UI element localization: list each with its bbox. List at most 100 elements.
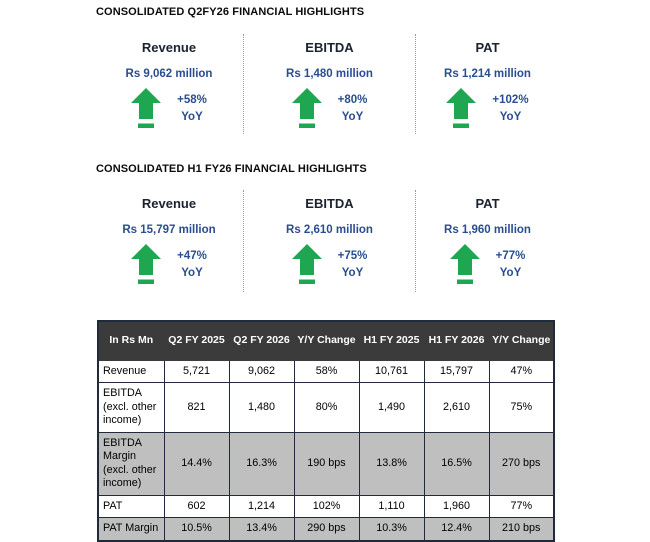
cell-value: 13.4% bbox=[228, 517, 295, 542]
up-arrow-icon bbox=[131, 244, 162, 284]
cell-value: 602 bbox=[163, 494, 230, 519]
cell-value: 16.5% bbox=[423, 431, 490, 496]
cell-value: 1,110 bbox=[358, 494, 425, 519]
cell-value: 75% bbox=[488, 382, 555, 433]
cell-value: 58% bbox=[293, 359, 360, 384]
metric-change: +58% YoY bbox=[177, 92, 207, 125]
metric-value: Rs 1,480 million bbox=[286, 68, 373, 80]
metric-card-q2-ebitda: EBITDA Rs 1,480 million +80% YoY bbox=[243, 34, 415, 134]
col-header-h1fy2025: H1 FY 2025 bbox=[358, 320, 425, 361]
table-row-pat: PAT 602 1,214 102% 1,110 1,960 77% bbox=[97, 494, 555, 519]
table-row-pat-margin: PAT Margin 10.5% 13.4% 290 bps 10.3% 12.… bbox=[97, 517, 555, 542]
cell-value: 5,721 bbox=[163, 359, 230, 384]
change-percent: +58% bbox=[177, 93, 207, 106]
metric-label: Revenue bbox=[141, 196, 197, 211]
row-label: EBITDA Margin (excl. other income) bbox=[97, 431, 165, 496]
metric-label: PAT bbox=[475, 40, 500, 55]
cell-value: 47% bbox=[488, 359, 555, 384]
cell-value: 1,490 bbox=[358, 382, 425, 433]
up-arrow-icon bbox=[446, 88, 477, 128]
table-row-ebitda-margin: EBITDA Margin (excl. other income) 14.4%… bbox=[97, 431, 555, 496]
row-label: PAT bbox=[97, 494, 165, 519]
change-percent: +77% bbox=[495, 249, 526, 262]
up-arrow-icon bbox=[131, 88, 162, 128]
metric-change-row: +75% YoY bbox=[244, 244, 415, 285]
financials-table: In Rs Mn Q2 FY 2025 Q2 FY 2026 Y/Y Chang… bbox=[97, 320, 555, 542]
metric-change: +77% YoY bbox=[496, 248, 526, 281]
table-row-ebitda: EBITDA (excl. other income) 821 1,480 80… bbox=[97, 382, 555, 433]
cell-value: 77% bbox=[488, 494, 555, 519]
metric-value: Rs 1,960 million bbox=[444, 224, 531, 236]
metric-card-q2-pat: PAT Rs 1,214 million +102% YoY bbox=[415, 34, 559, 134]
up-arrow-icon bbox=[449, 244, 480, 284]
cell-value: 290 bps bbox=[293, 517, 360, 542]
metric-value: Rs 9,062 million bbox=[125, 68, 213, 80]
cell-value: 16.3% bbox=[228, 431, 295, 496]
metric-label: EBITDA bbox=[305, 196, 354, 211]
cell-value: 2,610 bbox=[423, 382, 490, 433]
metric-label: Revenue bbox=[141, 40, 197, 55]
section-title-h1fy26: CONSOLIDATED H1 FY26 FINANCIAL HIGHLIGHT… bbox=[96, 163, 367, 175]
change-period: YoY bbox=[341, 110, 364, 123]
metric-label: EBITDA bbox=[305, 40, 354, 55]
col-header-h1fy2026: H1 FY 2026 bbox=[423, 320, 490, 361]
cell-value: 80% bbox=[293, 382, 360, 433]
metric-change-row: +58% YoY bbox=[95, 88, 243, 129]
cell-value: 1,960 bbox=[423, 494, 490, 519]
row-label: Revenue bbox=[97, 359, 165, 384]
change-percent: +80% bbox=[337, 93, 368, 106]
metric-change: +80% YoY bbox=[338, 92, 368, 125]
change-period: YoY bbox=[181, 266, 203, 279]
change-percent: +102% bbox=[492, 93, 529, 106]
cell-value: 12.4% bbox=[423, 517, 490, 542]
row-label: PAT Margin bbox=[97, 517, 165, 542]
cell-value: 102% bbox=[293, 494, 360, 519]
metric-label: PAT bbox=[475, 196, 500, 211]
cell-value: 10.3% bbox=[358, 517, 425, 542]
change-period: YoY bbox=[181, 110, 203, 123]
col-header-yy-change-h: Y/Y Change bbox=[488, 320, 555, 361]
metric-change: +47% YoY bbox=[177, 248, 207, 281]
up-arrow-icon bbox=[291, 88, 322, 128]
metric-card-h1-pat: PAT Rs 1,960 million +77% YoY bbox=[415, 190, 559, 292]
change-period: YoY bbox=[341, 266, 364, 279]
metric-change-row: +102% YoY bbox=[416, 88, 559, 129]
metric-card-h1-ebitda: EBITDA Rs 2,610 million +75% YoY bbox=[243, 190, 415, 292]
metric-card-q2-revenue: Revenue Rs 9,062 million +58% YoY bbox=[95, 34, 243, 134]
section-title-q2fy26: CONSOLIDATED Q2FY26 FINANCIAL HIGHLIGHTS bbox=[96, 6, 365, 18]
metric-value: Rs 15,797 million bbox=[122, 224, 216, 236]
metric-value: Rs 1,214 million bbox=[444, 68, 531, 80]
metric-card-h1-revenue: Revenue Rs 15,797 million +47% YoY bbox=[95, 190, 243, 292]
cell-value: 1,480 bbox=[228, 382, 295, 433]
cell-value: 210 bps bbox=[488, 517, 555, 542]
cell-value: 10.5% bbox=[163, 517, 230, 542]
cell-value: 821 bbox=[163, 382, 230, 433]
cell-value: 270 bps bbox=[488, 431, 555, 496]
col-header-q2fy2025: Q2 FY 2025 bbox=[163, 320, 230, 361]
cell-value: 15,797 bbox=[423, 359, 490, 384]
table-row-revenue: Revenue 5,721 9,062 58% 10,761 15,797 47… bbox=[97, 359, 555, 384]
cell-value: 9,062 bbox=[228, 359, 295, 384]
metric-change-row: +77% YoY bbox=[416, 244, 559, 285]
cell-value: 13.8% bbox=[358, 431, 425, 496]
metric-change-row: +80% YoY bbox=[244, 88, 415, 129]
cell-value: 10,761 bbox=[358, 359, 425, 384]
up-arrow-icon bbox=[291, 244, 322, 284]
metrics-row-h1fy26: Revenue Rs 15,797 million +47% YoY EBITD… bbox=[95, 190, 559, 292]
col-header-yy-change-q: Y/Y Change bbox=[293, 320, 360, 361]
col-header-q2fy2026: Q2 FY 2026 bbox=[228, 320, 295, 361]
cell-value: 1,214 bbox=[228, 494, 295, 519]
row-label: EBITDA (excl. other income) bbox=[97, 382, 165, 433]
cell-value: 190 bps bbox=[293, 431, 360, 496]
metrics-row-q2fy26: Revenue Rs 9,062 million +58% YoY EBITDA… bbox=[95, 34, 559, 134]
metric-change-row: +47% YoY bbox=[95, 244, 243, 285]
change-period: YoY bbox=[499, 266, 522, 279]
metric-value: Rs 2,610 million bbox=[286, 224, 373, 236]
metric-change: +102% YoY bbox=[492, 92, 528, 125]
cell-value: 14.4% bbox=[163, 431, 230, 496]
table-header-row: In Rs Mn Q2 FY 2025 Q2 FY 2026 Y/Y Chang… bbox=[97, 320, 555, 361]
change-percent: +75% bbox=[337, 249, 368, 262]
change-period: YoY bbox=[499, 110, 522, 123]
col-header-in-rs-mn: In Rs Mn bbox=[97, 320, 165, 361]
metric-change: +75% YoY bbox=[338, 248, 368, 281]
